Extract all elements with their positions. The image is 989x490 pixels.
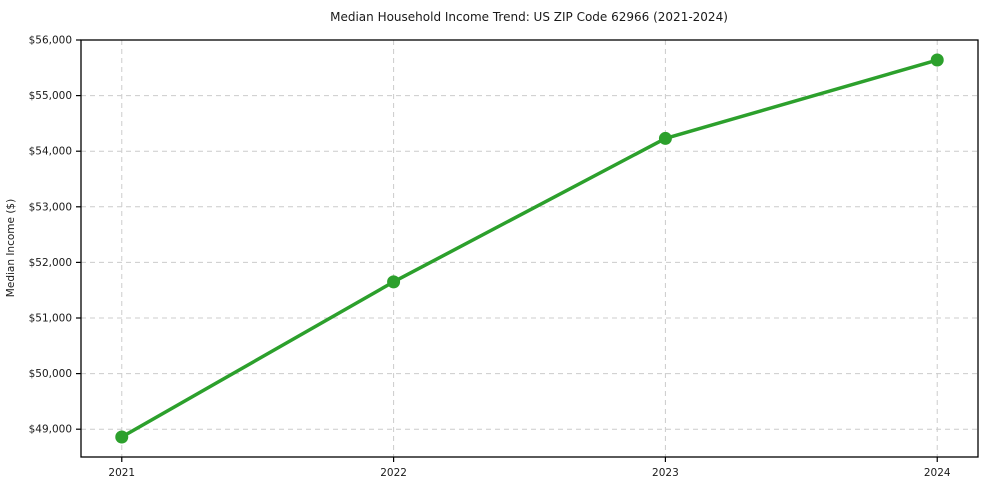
chart-title: Median Household Income Trend: US ZIP Co… [330, 10, 728, 24]
y-tick-label: $53,000 [29, 201, 72, 213]
data-point-marker [115, 430, 129, 444]
y-tick-label: $55,000 [29, 90, 72, 102]
x-tick-label: 2021 [108, 467, 135, 479]
y-axis-label: Median Income ($) [5, 199, 17, 297]
data-point-marker [658, 131, 672, 145]
grid-layer [81, 39, 978, 457]
y-tick-label: $49,000 [29, 424, 72, 436]
y-tick-label: $52,000 [29, 257, 72, 269]
trend-line [120, 58, 939, 439]
axis-layer: $49,000 $50,000 $51,000 $52,000 $53,000 $54,0… [29, 35, 979, 479]
x-tick-label: 2024 [924, 467, 951, 479]
y-tick-label: $50,000 [29, 368, 72, 380]
data-point-marker [930, 53, 944, 67]
y-tick-label: $54,000 [29, 146, 72, 158]
plot-border [80, 39, 979, 458]
y-tick-label: $51,000 [29, 313, 72, 325]
y-tick-label: $56,000 [29, 35, 72, 47]
data-layer [115, 53, 944, 444]
x-tick-label: 2022 [380, 467, 407, 479]
x-tick-label: 2023 [652, 467, 679, 479]
data-point-marker [387, 275, 401, 289]
